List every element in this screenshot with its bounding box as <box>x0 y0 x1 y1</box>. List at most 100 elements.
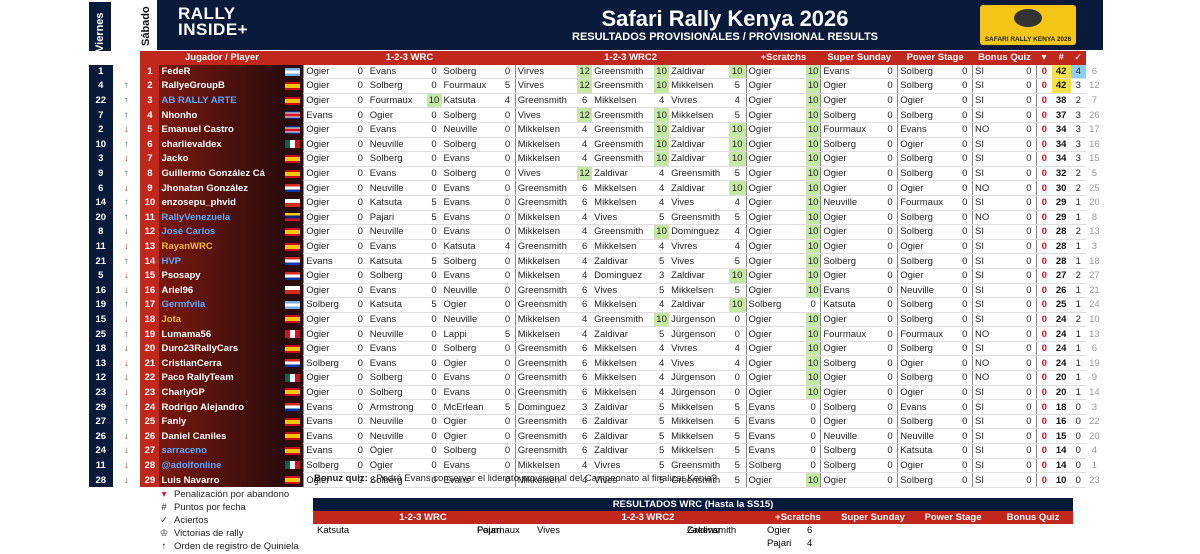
wrc2-driver: Greensmith <box>592 107 655 123</box>
total-points: 34 <box>1051 122 1071 138</box>
bq-driver: SI <box>971 283 1022 299</box>
hits-count: 0 <box>1070 414 1086 430</box>
flag-ar-icon <box>285 67 301 76</box>
ps-points: 0 <box>957 268 973 284</box>
wrc2-driver: Mikkelsen <box>669 428 729 445</box>
bq-driver: SI <box>971 399 1022 415</box>
flag-icon <box>282 195 304 211</box>
wrc-points: 0 <box>500 224 516 240</box>
flag-py-icon <box>285 184 301 193</box>
results-header: Super Sunday <box>833 511 913 524</box>
wrc2-driver: Greensmith <box>514 180 578 196</box>
total-points: 24 <box>1051 341 1071 357</box>
scratch-driver: Ogier <box>745 283 806 299</box>
wrc-points: 5 <box>500 78 516 94</box>
wrc2-driver: Greensmith <box>514 443 578 459</box>
wrc2-points: 4 <box>577 210 593 226</box>
wrc-driver: Neuville <box>441 122 501 138</box>
ss-points: 0 <box>882 472 898 488</box>
bq-driver: SI <box>971 107 1022 123</box>
penalty-value: 0 <box>1036 122 1052 138</box>
wrc2-driver: Zaldivar <box>669 137 729 153</box>
wrc-points: 0 <box>426 443 442 459</box>
scratch-driver: Solberg <box>745 297 806 313</box>
ss-points: 0 <box>882 195 898 211</box>
registration-order: 18 <box>1089 255 1100 267</box>
scratch-points: 10 <box>805 355 821 372</box>
wrc2-driver: Zaldivar <box>669 122 729 138</box>
wrc-points: 0 <box>352 370 368 386</box>
ss-points: 0 <box>882 370 898 386</box>
trend-up-icon: ↑ <box>124 328 129 340</box>
wrc2-points: 5 <box>654 428 670 445</box>
position: 6 <box>140 137 160 152</box>
table-row: 27 ↑ 25 Fanly Evans 0 Neuville 0 Ogier 0 Greensmit… <box>89 414 1103 430</box>
wrc2-points: 4 <box>654 297 670 313</box>
flag-icon <box>282 341 304 356</box>
wrc-points: 5 <box>426 210 442 226</box>
ps-driver: Evans <box>897 122 958 138</box>
player-name: Jhonatan González <box>159 180 283 196</box>
wrc2-driver: Mikkelsen <box>592 239 655 255</box>
wrc-driver: Evans <box>441 370 501 386</box>
table-row: 29 ↑ 24 Rodrigo Alejandro Evans 0 Armstrong 0 Mc… <box>89 399 1103 415</box>
results-scratch-count: 4 <box>807 538 813 549</box>
viernes-position: 20 <box>89 210 113 225</box>
table-row: 11 ↓ 28 @adolfonline Solberg 0 Ogier 0 Evans 0 Mik… <box>89 458 1103 474</box>
wrc2-points: 10 <box>654 137 670 153</box>
flag-ve-icon <box>285 213 301 222</box>
bq-points: 0 <box>1021 283 1037 299</box>
position: 2 <box>140 78 160 94</box>
player-name: CristianCerra <box>159 355 283 371</box>
player-name: Rodrigo Alejandro <box>159 399 283 415</box>
viernes-position: 19 <box>89 297 113 313</box>
trend-up-icon: ↑ <box>124 401 129 413</box>
wrc2-points: 10 <box>654 107 670 123</box>
ss-driver: Ogier <box>820 224 883 240</box>
wrc-driver: Evans <box>303 414 353 430</box>
table-header-row: Jugador / Player 1-2-3 WRC 1-2-3 WRC2 +S… <box>89 51 1103 65</box>
viernes-position: 23 <box>89 385 113 400</box>
scratch-points: 0 <box>805 399 821 415</box>
bq-points: 0 <box>1021 151 1037 167</box>
position: 23 <box>140 385 160 400</box>
hits-count: 1 <box>1070 297 1086 313</box>
hits-count: 3 <box>1070 107 1086 123</box>
total-points: 34 <box>1051 137 1071 153</box>
position: 3 <box>140 93 160 108</box>
wrc2-points: 5 <box>728 253 747 269</box>
wrc-driver: Solberg <box>441 64 501 80</box>
position: 13 <box>140 239 160 254</box>
wrc2-points: 4 <box>728 195 747 211</box>
wrc2-driver: Mikkelsen <box>669 414 729 430</box>
player-name: Emanuel Castro <box>159 122 283 138</box>
results-scratch-driver: Ogier <box>767 525 791 536</box>
wrc2-driver: Vives <box>514 166 578 182</box>
viernes-position: 2 <box>89 122 113 138</box>
trend-up-icon: ↑ <box>124 211 129 223</box>
penalty-value: 0 <box>1036 268 1052 284</box>
wrc2-driver: Greensmith <box>514 283 578 299</box>
bq-points: 0 <box>1021 78 1037 94</box>
player-name: charlievaldex <box>159 137 283 152</box>
viernes-position: 26 <box>89 428 113 444</box>
penalty-value: 0 <box>1036 93 1052 109</box>
ps-points: 0 <box>957 443 973 459</box>
flag-es-icon <box>285 446 301 455</box>
ps-points: 0 <box>957 458 973 474</box>
table-row: 25 ↑ 19 Lumama56 Ogier 0 Neuville 0 Lappi 5 Mikkel… <box>89 326 1103 342</box>
wrc2-driver: Mikkelsen <box>592 297 655 313</box>
flag-cl-icon <box>285 198 301 207</box>
results-header: 1-2-3 WRC <box>313 511 533 524</box>
ss-driver: Ogier <box>820 312 883 328</box>
ps-driver: Solberg <box>897 166 958 182</box>
wrc-points: 0 <box>426 326 442 342</box>
position: 20 <box>140 341 160 356</box>
bq-points: 0 <box>1021 268 1037 284</box>
bq-points: 0 <box>1021 428 1037 445</box>
penalty-value: 0 <box>1036 151 1052 167</box>
hits-count: 4 <box>1070 64 1086 80</box>
wrc-points: 0 <box>352 195 368 211</box>
safari-badge: SAFARI RALLY KENYA 2026 <box>980 5 1076 45</box>
